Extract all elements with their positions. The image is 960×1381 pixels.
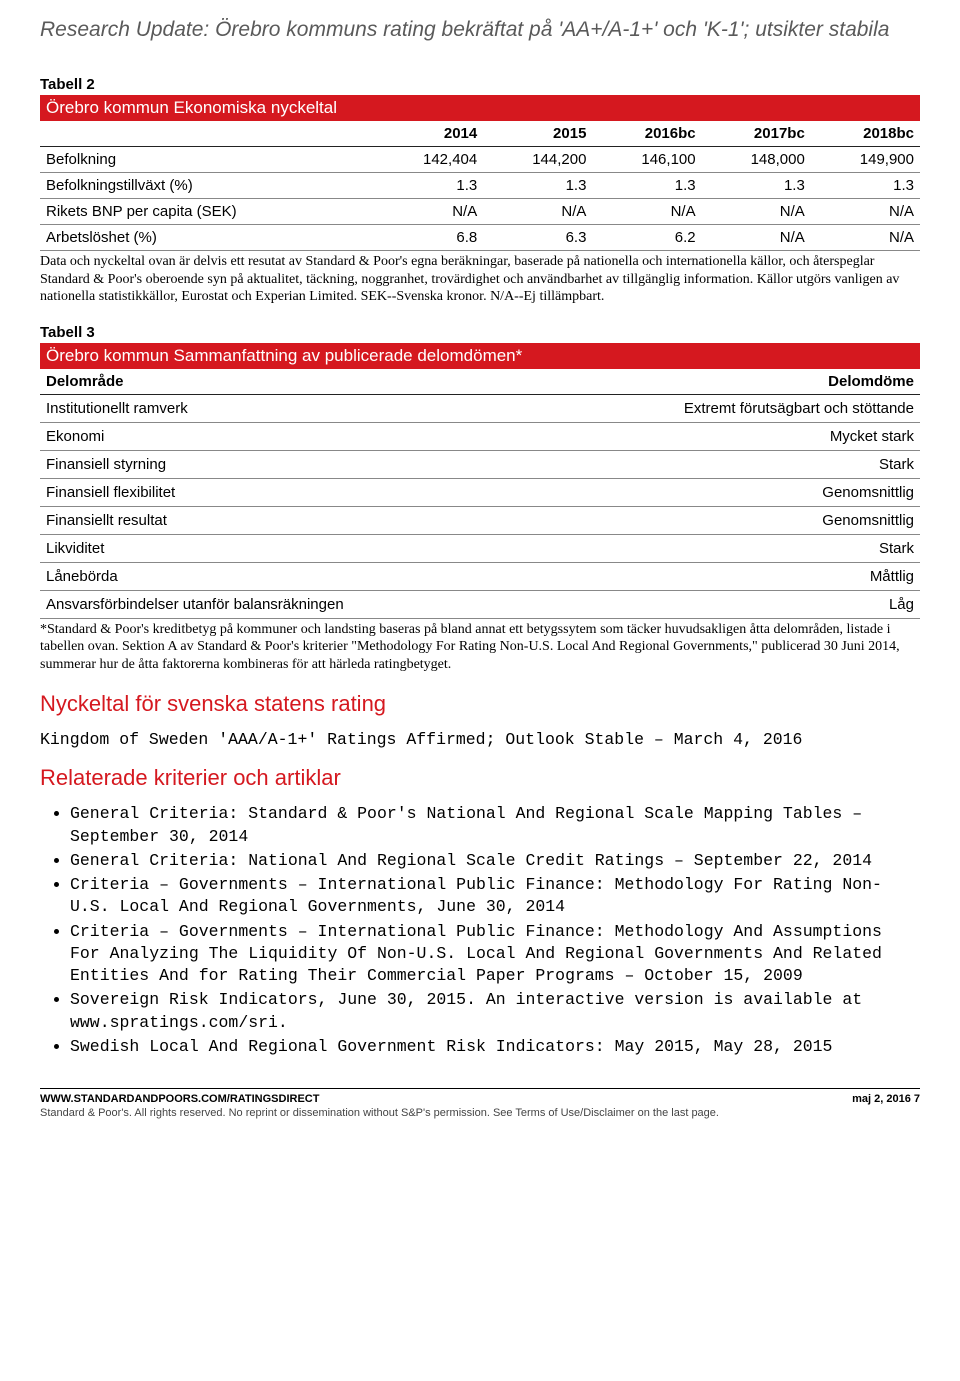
list-item: General Criteria: Standard & Poor's Nati… — [70, 803, 920, 848]
table-row: Ansvarsförbindelser utanför balansräknin… — [40, 590, 920, 618]
table2-footnote: Data och nyckeltal ovan är delvis ett re… — [40, 253, 920, 306]
table3-row-right: Måttlig — [534, 562, 920, 590]
table2-cell: 146,100 — [592, 147, 701, 173]
table3-row-right: Stark — [534, 534, 920, 562]
section-nyckeltal-title: Nyckeltal för svenska statens rating — [40, 691, 920, 717]
table3-row-left: Ansvarsförbindelser utanför balansräknin… — [40, 590, 534, 618]
footer-url: WWW.STANDARDANDPOORS.COM/RATINGSDIRECT — [40, 1093, 319, 1105]
table2-col-2: 2016bc — [592, 121, 701, 147]
table3-row-left: Likviditet — [40, 534, 534, 562]
table2-row-label: Rikets BNP per capita (SEK) — [40, 199, 374, 225]
list-item: Swedish Local And Regional Government Ri… — [70, 1036, 920, 1058]
table2-cell: 6.8 — [374, 225, 483, 251]
table3-row-right: Mycket stark — [534, 422, 920, 450]
table-row: LånebördaMåttlig — [40, 562, 920, 590]
footer-date-page: maj 2, 2016 7 — [852, 1093, 920, 1105]
table3-row-left: Ekonomi — [40, 422, 534, 450]
table2-cell: 144,200 — [483, 147, 592, 173]
table3-row-left: Finansiell flexibilitet — [40, 478, 534, 506]
table-row: Finansiell flexibilitetGenomsnittlig — [40, 478, 920, 506]
table2-cell: N/A — [702, 225, 811, 251]
table-row: Befolkning142,404144,200146,100148,00014… — [40, 147, 920, 173]
table2-cell: 1.3 — [483, 173, 592, 199]
table3-footnote: *Standard & Poor's kreditbetyg på kommun… — [40, 621, 920, 674]
page-footer: WWW.STANDARDANDPOORS.COM/RATINGSDIRECT m… — [40, 1088, 920, 1105]
list-item: Criteria – Governments – International P… — [70, 874, 920, 919]
table2-col-3: 2017bc — [702, 121, 811, 147]
table3-row-left: Institutionellt ramverk — [40, 394, 534, 422]
table3-row-left: Finansiell styrning — [40, 450, 534, 478]
table2-col-1: 2015 — [483, 121, 592, 147]
table2-header: Örebro kommun Ekonomiska nyckeltal — [40, 95, 920, 121]
table2-cell: 1.3 — [374, 173, 483, 199]
table3-row-left: Lånebörda — [40, 562, 534, 590]
table3-col-right: Delomdöme — [534, 369, 920, 395]
table3-col-left: Delområde — [40, 369, 534, 395]
table2-cell: 149,900 — [811, 147, 920, 173]
table3-header: Örebro kommun Sammanfattning av publicer… — [40, 343, 920, 369]
page-title: Research Update: Örebro kommuns rating b… — [40, 18, 920, 42]
section-related-title: Relaterade kriterier och artiklar — [40, 765, 920, 791]
table2-cell: N/A — [483, 199, 592, 225]
table2-cell: N/A — [702, 199, 811, 225]
table2-cell: N/A — [811, 199, 920, 225]
table2-cell: 1.3 — [592, 173, 701, 199]
table3-row-right: Stark — [534, 450, 920, 478]
table2-cell: N/A — [592, 199, 701, 225]
table2-cell: N/A — [811, 225, 920, 251]
table2-label: Tabell 2 — [40, 76, 920, 93]
table2: 2014 2015 2016bc 2017bc 2018bc Befolknin… — [40, 121, 920, 251]
table3-row-right: Extremt förutsägbart och stöttande — [534, 394, 920, 422]
table-row: Finansiellt resultatGenomsnittlig — [40, 506, 920, 534]
table3-row-right: Genomsnittlig — [534, 478, 920, 506]
table2-cell: N/A — [374, 199, 483, 225]
table-row: Finansiell styrningStark — [40, 450, 920, 478]
table3-row-left: Finansiellt resultat — [40, 506, 534, 534]
table3-row-right: Genomsnittlig — [534, 506, 920, 534]
table3-row-right: Låg — [534, 590, 920, 618]
table2-cell: 6.2 — [592, 225, 701, 251]
table2-cell: 1.3 — [811, 173, 920, 199]
table2-row-label: Befolkning — [40, 147, 374, 173]
table-row: Befolkningstillväxt (%)1.31.31.31.31.3 — [40, 173, 920, 199]
table2-cell: 1.3 — [702, 173, 811, 199]
section-nyckeltal-body: Kingdom of Sweden 'AAA/A-1+' Ratings Aff… — [40, 729, 920, 751]
related-list: General Criteria: Standard & Poor's Nati… — [40, 803, 920, 1058]
table-row: Arbetslöshet (%)6.86.36.2N/AN/A — [40, 225, 920, 251]
table2-col-0: 2014 — [374, 121, 483, 147]
table2-row-label: Arbetslöshet (%) — [40, 225, 374, 251]
list-item: Criteria – Governments – International P… — [70, 921, 920, 988]
table-row: Institutionellt ramverkExtremt förutsägb… — [40, 394, 920, 422]
table-row: LikviditetStark — [40, 534, 920, 562]
table2-cell: 6.3 — [483, 225, 592, 251]
table2-col-4: 2018bc — [811, 121, 920, 147]
list-item: Sovereign Risk Indicators, June 30, 2015… — [70, 989, 920, 1034]
table3-label: Tabell 3 — [40, 324, 920, 341]
table-row: EkonomiMycket stark — [40, 422, 920, 450]
table-row: Rikets BNP per capita (SEK)N/AN/AN/AN/AN… — [40, 199, 920, 225]
table3: Delområde Delomdöme Institutionellt ramv… — [40, 369, 920, 619]
list-item: General Criteria: National And Regional … — [70, 850, 920, 872]
table2-row-label: Befolkningstillväxt (%) — [40, 173, 374, 199]
table2-cell: 148,000 — [702, 147, 811, 173]
table2-cell: 142,404 — [374, 147, 483, 173]
footer-disclaimer: Standard & Poor's. All rights reserved. … — [40, 1107, 920, 1133]
